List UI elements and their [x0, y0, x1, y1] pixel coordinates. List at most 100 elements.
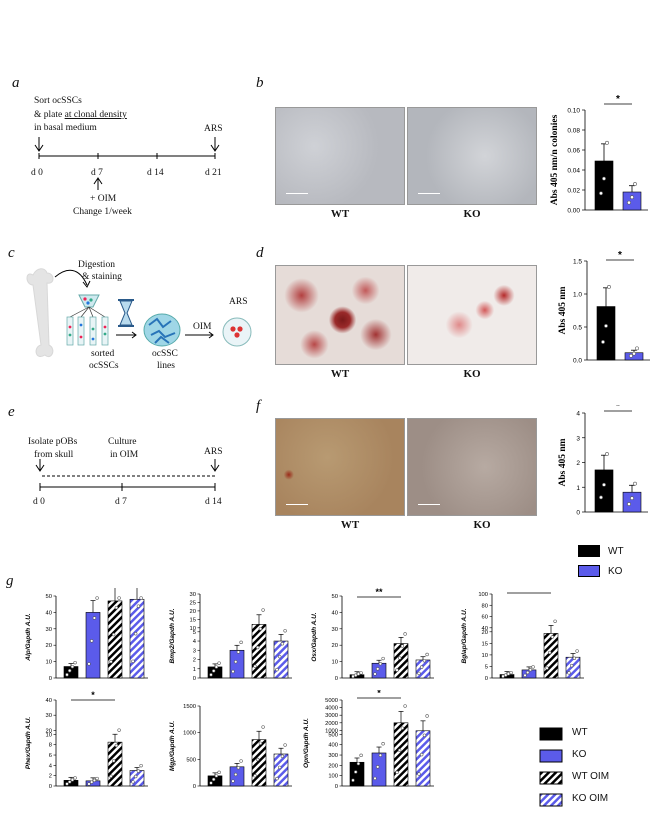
panel-e-ars: ARS	[204, 447, 223, 457]
y-tick-label: 2000	[325, 721, 338, 727]
legend-top-ko: KO	[578, 565, 622, 577]
panel-e-isolate1: Isolate pOBs	[28, 437, 78, 447]
data-point	[214, 665, 219, 669]
data-point	[599, 191, 603, 196]
data-point	[602, 482, 606, 487]
data-point	[420, 665, 424, 669]
panel-label-b: b	[256, 75, 264, 91]
y-tick-label: 1	[193, 667, 196, 673]
data-point	[87, 662, 91, 666]
panel-a-text-medium: in basal medium	[34, 123, 97, 133]
legend-swatch-ko	[578, 565, 600, 577]
data-point	[398, 748, 402, 752]
data-point	[354, 770, 358, 774]
data-point	[601, 340, 605, 344]
panel-c-ocssc1: ocSSC	[152, 349, 178, 359]
data-point	[403, 632, 407, 636]
y-tick-label: 5	[193, 630, 196, 636]
data-point	[95, 776, 99, 781]
panel-a-tick-0: d 0	[31, 168, 43, 178]
y-tick-label: 1000	[325, 728, 338, 734]
bar-ko-oim	[565, 656, 581, 679]
data-point	[65, 673, 69, 677]
y-axis-title: Abs 405 nm	[558, 438, 568, 486]
chart-alp: 0 10 20 30 40 50 Alp/Gapdh A.U.	[25, 588, 148, 682]
y-tick-label: 0.0	[573, 358, 582, 365]
data-point	[231, 779, 235, 783]
y-tick-label: 15	[190, 617, 196, 623]
y-tick-label: 25	[190, 600, 196, 606]
y-tick-label: 10	[482, 653, 488, 659]
bar-wt	[349, 761, 365, 787]
legend-top-wt: WT	[578, 545, 624, 557]
bar-wt-oim	[251, 739, 267, 787]
ars-dish-icon	[222, 317, 252, 347]
y-tick-label: 0.10	[567, 108, 580, 115]
data-point	[398, 656, 402, 660]
y-axis-title: Phex/Gapdh A.U.	[25, 717, 32, 770]
data-point	[109, 774, 113, 778]
y-tick-label: 6	[49, 753, 52, 759]
y-tick-label: 0	[193, 676, 196, 682]
data-point	[627, 200, 631, 205]
y-tick-label: 0	[335, 784, 338, 790]
data-point	[261, 608, 265, 612]
legend-label-wt: WT	[608, 545, 624, 557]
y-tick-label: 0.00	[567, 208, 580, 215]
y-tick-label: 1500	[183, 704, 196, 710]
data-point	[553, 619, 557, 623]
data-point	[239, 640, 243, 645]
data-point	[87, 782, 91, 786]
micrograph-b-ko	[407, 107, 537, 205]
data-point	[351, 778, 355, 782]
bar-ko	[229, 649, 245, 679]
y-tick-label: 2	[49, 774, 52, 780]
y-tick-label: 80	[482, 603, 488, 609]
legend-bottom-label-ko-oim: KO OIM	[572, 793, 609, 804]
bar-wt-oim	[543, 633, 559, 679]
panel-c-schematic	[26, 268, 252, 358]
data-point	[504, 673, 508, 677]
chart-bmp2: 0 1 2 3 4 510 15 20 25 30 Bmp2/Gapdh A.U.	[169, 592, 292, 682]
panel-a-text-sort: Sort ocSSCs	[34, 96, 82, 106]
y-axis-title: Opn/Gapdh A.U.	[303, 718, 310, 768]
data-point	[359, 671, 363, 675]
data-point	[509, 670, 513, 675]
data-point	[635, 346, 639, 351]
data-point	[90, 639, 94, 643]
data-point	[109, 659, 113, 664]
data-point	[131, 659, 135, 663]
y-tick-label: 3	[193, 648, 196, 654]
data-point	[256, 757, 260, 762]
data-point	[381, 742, 385, 746]
panel-c-digestion: Digestion	[78, 260, 115, 270]
panel-a-change: Change 1/week	[73, 207, 132, 217]
data-point	[395, 668, 399, 672]
significance-star: *	[91, 690, 95, 700]
y-tick-label: 0	[49, 676, 52, 682]
panel-e-tick-0: d 0	[33, 497, 45, 507]
data-point	[283, 629, 287, 633]
data-point	[217, 661, 221, 665]
legend-bottom-label-ko: KO	[572, 749, 587, 760]
bar-wt-oim	[107, 600, 123, 679]
y-tick-label: 3	[576, 435, 580, 442]
data-point	[376, 765, 380, 769]
data-point	[528, 668, 533, 672]
y-tick-label: 0	[576, 510, 580, 517]
y-tick-label: 3000	[325, 713, 338, 719]
bar-wt	[63, 666, 79, 679]
data-point	[70, 778, 75, 782]
data-point	[354, 673, 358, 677]
y-tick-label: 60	[482, 615, 488, 621]
legend-swatch-ko-b	[539, 749, 563, 763]
y-tick-label: 20	[46, 643, 52, 649]
data-point	[545, 666, 549, 670]
micrograph-d-ko	[407, 265, 537, 365]
chart-d: 0.0 0.5 1.0 1.5 Abs 405 nm *	[558, 250, 650, 365]
data-point	[417, 671, 421, 676]
data-point	[234, 772, 238, 777]
data-point	[217, 770, 221, 775]
data-point	[570, 663, 574, 668]
data-point	[73, 776, 77, 780]
